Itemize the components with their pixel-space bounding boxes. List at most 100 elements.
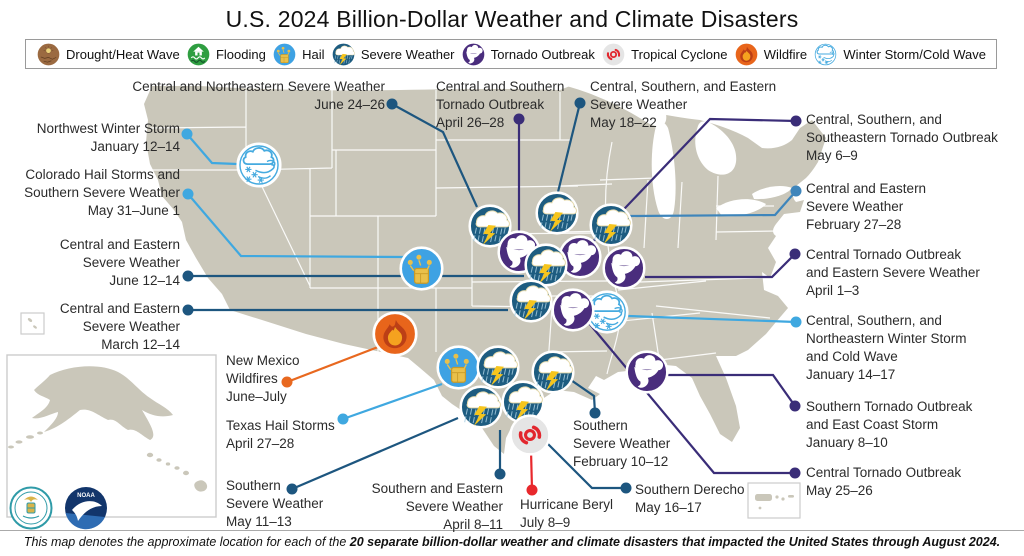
event-name: Central and Northeastern Severe Weather xyxy=(132,79,385,94)
legend-bar: Drought/Heat Wave Flooding Hail Severe W… xyxy=(25,39,997,69)
leader-severe-may11 xyxy=(291,416,459,491)
leader-hail-colorado xyxy=(187,193,405,259)
event-dates: May 31–June 1 xyxy=(87,203,180,218)
event-label-tornado-may25: Central Tornado Outbreak May 25–26 xyxy=(806,464,961,500)
event-label-severe-feb10: Southern Severe Weather February 10–12 xyxy=(573,417,670,471)
severe-weather-icon xyxy=(459,385,503,429)
footer-note-bold: 20 separate billion-dollar weather and c… xyxy=(349,535,1001,549)
leader-wildfire-nm xyxy=(286,345,379,384)
legend-label: Flooding xyxy=(215,46,266,62)
leader-severe-feb27 xyxy=(629,190,797,218)
severe-weather-icon xyxy=(531,350,575,394)
leader-winter-jan14 xyxy=(627,314,797,324)
event-name: Northwest Winter Storm xyxy=(36,121,180,136)
event-name: Central, Southern, and Eastern Severe We… xyxy=(590,79,777,112)
leader-tornado-may25 xyxy=(577,309,795,475)
drought-heat-wave-icon xyxy=(36,41,61,67)
event-label-severe-may11: Southern Severe Weather May 11–13 xyxy=(226,477,323,531)
event-dates: May 6–9 xyxy=(806,148,858,163)
event-name: Colorado Hail Storms and Southern Severe… xyxy=(24,167,180,200)
event-dates: May 18–22 xyxy=(590,115,657,130)
inset-puerto-rico xyxy=(747,482,801,519)
event-dates: June–July xyxy=(226,389,287,404)
event-name: Texas Hail Storms xyxy=(226,418,335,433)
leader-severe-june24 xyxy=(391,103,479,208)
leader-winter-nw xyxy=(186,133,238,166)
tornado-icon xyxy=(551,288,595,332)
tropical-cyclone-icon xyxy=(509,414,551,456)
event-label-tornado-apr1: Central Tornado Outbreak and Eastern Sev… xyxy=(806,246,980,300)
event-label-texas-hail: Texas Hail Storms April 27–28 xyxy=(226,417,335,453)
severe-weather-icon xyxy=(524,243,568,287)
label-dots xyxy=(181,97,802,496)
severe-weather-icon xyxy=(509,279,553,323)
severe-weather-icon xyxy=(589,203,633,247)
event-dates: April 8–11 xyxy=(443,517,503,532)
legend-item-winter-storm: Winter Storm/Cold Wave xyxy=(813,41,986,67)
hail-icon xyxy=(436,345,481,390)
event-label-hurricane-beryl: Hurricane Beryl July 8–9 xyxy=(520,496,613,532)
event-dates: March 12–14 xyxy=(101,337,180,352)
event-dates: May 11–13 xyxy=(226,514,292,529)
event-name: Southern Tornado Outbreak and East Coast… xyxy=(806,399,973,432)
legend-label: Hail xyxy=(302,46,325,62)
event-dates: January 8–10 xyxy=(806,435,888,450)
severe-weather-icon xyxy=(331,41,356,67)
footer-divider xyxy=(0,530,1024,531)
legend-label: Winter Storm/Cold Wave xyxy=(843,46,986,62)
legend-label: Drought/Heat Wave xyxy=(66,46,180,62)
event-dates: April 1–3 xyxy=(806,283,860,298)
legend-label: Severe Weather xyxy=(360,46,455,62)
event-dates: April 26–28 xyxy=(436,115,505,130)
inset-channel-islands xyxy=(20,312,45,335)
legend-item-drought: Drought/Heat Wave xyxy=(36,41,180,67)
leader-tornado-may6 xyxy=(584,117,797,251)
event-name: New Mexico Wildfires xyxy=(226,353,300,386)
great-lakes xyxy=(566,84,792,219)
legend-item-flooding: Flooding xyxy=(186,41,266,67)
inset-alaska-hawaii xyxy=(6,354,217,518)
winter-storm-cold-wave-icon xyxy=(813,41,839,67)
leader-tornado-jan8 xyxy=(668,373,796,407)
event-name: Central and Eastern Severe Weather xyxy=(806,181,927,214)
winter-storm-icon xyxy=(236,142,282,188)
leader-tornado-apr1 xyxy=(645,253,796,279)
event-name: Southern Severe Weather xyxy=(226,478,324,511)
tornado-outbreak-icon xyxy=(461,41,486,67)
legend-label: Tornado Outbreak xyxy=(490,46,595,62)
legend-item-wildfire: Wildfire xyxy=(734,41,808,67)
event-label-severe-apr8: Southern and Eastern Severe Weather April… xyxy=(372,480,503,534)
leader-derecho xyxy=(545,441,626,490)
event-name: Southern Severe Weather xyxy=(573,418,671,451)
event-label-severe-june12: Central and Eastern Severe Weather June 1… xyxy=(60,236,180,290)
event-name: Central, Southern, and Southeastern Torn… xyxy=(806,112,998,145)
event-name: Central Tornado Outbreak and Eastern Sev… xyxy=(806,247,980,280)
footer-note-text: This map denotes the approximate locatio… xyxy=(23,535,350,549)
page-title: U.S. 2024 Billion-Dollar Weather and Cli… xyxy=(225,6,799,32)
event-label-tornado-jan8: Southern Tornado Outbreak and East Coast… xyxy=(806,398,972,452)
event-dates: February 27–28 xyxy=(806,217,902,232)
event-label-severe-feb27: Central and Eastern Severe Weather Februa… xyxy=(806,180,926,234)
tropical-cyclone-icon xyxy=(601,41,627,67)
event-label-winter-jan14: Central, Southern, and Northeastern Wint… xyxy=(806,312,967,384)
event-name: Hurricane Beryl xyxy=(520,497,614,512)
doc-seal-logo xyxy=(9,486,53,530)
event-dates: June 12–14 xyxy=(109,273,180,288)
leader-hail-texas xyxy=(342,382,443,421)
event-label-tornado-may6: Central, Southern, and Southeastern Torn… xyxy=(806,111,998,165)
event-label-severe-june24: Central and Northeastern Severe Weather J… xyxy=(132,78,385,114)
event-name: Southern Derecho xyxy=(635,482,745,497)
legend-item-tornado: Tornado Outbreak xyxy=(461,41,595,67)
leader-severe-may18 xyxy=(556,102,582,193)
legend-item-hail: Hail xyxy=(272,41,325,67)
leader-severe-feb10 xyxy=(567,377,597,414)
event-name: Central and Eastern Severe Weather xyxy=(59,237,180,270)
event-label-tornado-apr26: Central and Southern Tornado Outbreak Apr… xyxy=(436,78,564,132)
legend-label: Tropical Cyclone xyxy=(631,46,728,62)
event-name: Central and Eastern Severe Weather xyxy=(59,301,180,334)
hail-icon xyxy=(399,246,444,291)
legend-label: Wildfire xyxy=(763,46,808,62)
leader-lines xyxy=(186,102,797,491)
event-dates: February 10–12 xyxy=(573,454,669,469)
